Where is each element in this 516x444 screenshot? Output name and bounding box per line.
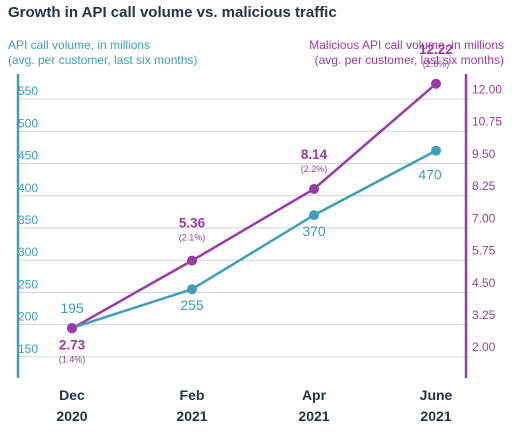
malicious-data-label: 8.14 [301, 147, 328, 162]
x-tick-label: Apr [302, 387, 327, 403]
malicious-share-label: (2.1%) [179, 233, 206, 243]
right-tick-label: 3.25 [472, 308, 496, 322]
right-tick-label: 8.25 [472, 179, 496, 193]
left-tick-label: 350 [18, 213, 38, 227]
malicious-share-label: (2.2%) [301, 164, 328, 174]
chart-title: Growth in API call volume vs. malicious … [8, 4, 337, 21]
x-tick-label-year: 2021 [176, 408, 207, 424]
left-tick-label: 250 [18, 277, 38, 291]
x-tick-label-year: 2021 [420, 408, 451, 424]
left-axis-label-line2: (avg. per customer, last six months) [8, 53, 198, 67]
malicious-share-label: (1.4%) [59, 354, 86, 364]
left-tick-label: 300 [18, 245, 38, 259]
malicious-data-point [67, 323, 77, 334]
x-tick-label-year: 2020 [56, 408, 87, 424]
right-tick-label: 12.00 [472, 82, 502, 96]
api-data-point [309, 210, 319, 221]
api-data-point [431, 145, 441, 156]
x-tick-label: Dec [59, 387, 85, 403]
right-axis-label-line1: Malicious API call volume, in millions [309, 38, 504, 52]
x-tick-label: June [420, 387, 453, 403]
x-tick-label-year: 2021 [298, 408, 329, 424]
api-data-label: 195 [60, 300, 84, 316]
left-tick-label: 550 [18, 84, 38, 98]
api-data-point [187, 284, 197, 295]
right-tick-label: 7.00 [472, 211, 496, 225]
right-tick-label: 2.00 [472, 340, 496, 354]
malicious-series-line [71, 82, 437, 330]
malicious-data-point [431, 78, 441, 89]
right-tick-label: 9.50 [472, 147, 496, 161]
left-tick-label: 400 [18, 181, 38, 195]
api-data-label: 470 [418, 167, 442, 183]
left-tick-label: 150 [18, 342, 38, 356]
malicious-data-point [309, 183, 319, 194]
right-tick-label: 4.50 [472, 276, 496, 290]
right-axis-label: Malicious API call volume, in millions (… [309, 38, 504, 68]
left-tick-label: 200 [18, 310, 38, 324]
malicious-data-label: 5.36 [179, 216, 206, 231]
left-tick-label: 450 [18, 149, 38, 163]
left-axis-label-line1: API call volume, in millions [8, 38, 151, 52]
api-data-label: 255 [180, 297, 204, 313]
malicious-data-point [187, 255, 197, 266]
right-tick-label: 5.75 [472, 244, 496, 258]
api-data-label: 370 [302, 223, 326, 239]
right-tick-label: 10.75 [472, 115, 502, 129]
right-axis-label-line2: (avg. per customer, last six months) [314, 53, 504, 67]
api-series-line [71, 149, 437, 330]
left-tick-label: 500 [18, 116, 38, 130]
malicious-share-label: (2.6%) [423, 59, 450, 69]
malicious-data-label: 2.73 [59, 337, 86, 352]
malicious-data-label: 12.22 [419, 42, 453, 57]
x-tick-label: Feb [180, 387, 205, 403]
left-axis-label: API call volume, in millions (avg. per c… [8, 38, 197, 68]
